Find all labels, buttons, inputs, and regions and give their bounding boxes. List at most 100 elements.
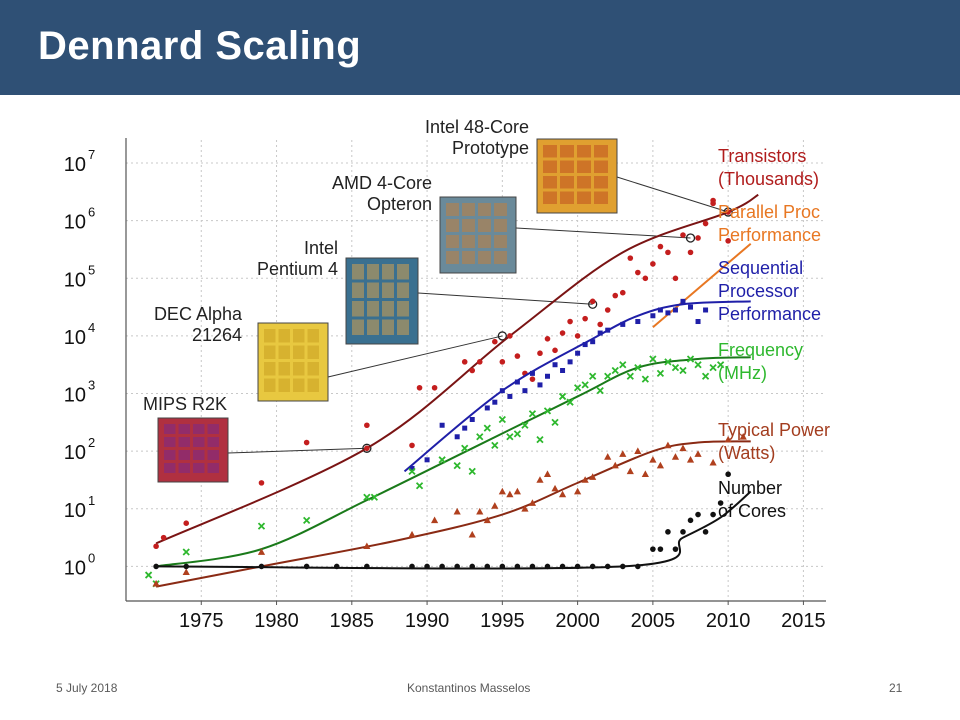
data-point — [649, 456, 657, 463]
x-tick-label: 1980 — [254, 610, 299, 632]
data-point — [257, 522, 266, 530]
data-point — [581, 381, 589, 389]
x-tick-label: 1975 — [179, 610, 224, 632]
data-point — [695, 235, 701, 241]
y-tick-label: 10 — [64, 269, 86, 291]
chip-block — [278, 345, 290, 359]
data-point — [656, 369, 665, 378]
series-label: Processor — [718, 281, 799, 301]
data-point — [634, 363, 642, 372]
chip-block — [367, 264, 379, 280]
data-point — [567, 359, 573, 365]
data-point — [544, 563, 551, 570]
chip-block — [207, 424, 219, 434]
data-point — [160, 534, 167, 541]
data-point — [469, 416, 475, 422]
data-point — [462, 425, 468, 431]
chip-block — [178, 463, 190, 473]
callout-marker — [362, 443, 372, 453]
chip-block — [560, 160, 574, 173]
data-point — [686, 456, 695, 463]
chip-block — [446, 235, 459, 248]
chip-block — [446, 251, 459, 264]
data-point — [364, 445, 370, 452]
y-tick-label: 10 — [64, 500, 86, 522]
data-point — [575, 350, 581, 356]
data-point — [303, 563, 310, 570]
series-4: Typical Power (Watts) — [152, 420, 830, 588]
series-label: Sequential — [718, 258, 803, 278]
chip-block — [494, 219, 507, 232]
data-point — [522, 388, 528, 394]
data-point — [680, 529, 686, 535]
chip-block — [462, 251, 475, 264]
data-point — [438, 456, 446, 464]
chip-block — [193, 463, 205, 473]
chip-block — [164, 424, 176, 434]
data-point — [153, 563, 159, 570]
chip-block — [264, 362, 276, 376]
chip-block — [278, 378, 290, 392]
chip-block — [207, 450, 219, 460]
y-tick-label: 10 — [64, 212, 86, 234]
data-point — [491, 502, 499, 509]
data-point — [416, 384, 423, 391]
data-point — [333, 563, 340, 570]
data-point — [664, 441, 672, 449]
data-point — [544, 336, 551, 342]
data-point — [589, 473, 597, 480]
data-point — [725, 209, 731, 215]
data-point — [415, 482, 424, 490]
chip-block — [178, 424, 190, 434]
chip-label: DEC Alpha — [154, 304, 243, 324]
data-point — [665, 529, 671, 535]
data-point — [612, 292, 619, 299]
data-point — [476, 359, 483, 365]
data-point — [303, 439, 310, 446]
chip-block — [478, 251, 491, 264]
data-point — [604, 453, 612, 460]
data-point — [597, 330, 603, 336]
data-point — [559, 563, 566, 570]
data-point — [573, 384, 582, 392]
series-label: Performance — [718, 225, 821, 245]
data-point — [545, 373, 551, 379]
data-point — [635, 319, 641, 325]
data-point — [521, 505, 529, 512]
data-point — [453, 461, 461, 470]
data-point — [153, 543, 159, 550]
data-point — [454, 563, 460, 570]
data-point — [739, 432, 747, 440]
data-point — [409, 465, 415, 471]
data-point — [558, 392, 567, 401]
chip-block — [397, 319, 409, 335]
data-point — [529, 376, 536, 382]
series-label: Number — [718, 478, 782, 498]
data-point — [537, 350, 543, 357]
data-point — [257, 548, 266, 555]
callout-marker — [685, 233, 696, 243]
chip-block — [543, 191, 557, 204]
data-point — [694, 361, 702, 369]
data-point — [709, 458, 717, 466]
series-3: Frequency (MHz) — [144, 340, 803, 588]
series-2: Sequential Processor Performance — [403, 258, 821, 473]
trend-line — [156, 490, 752, 570]
data-point — [680, 298, 686, 304]
chip-block — [543, 160, 557, 173]
chart-container: 1975 1980 1985 1990 1995 2000 2005 2010 2015 10 0 1… — [0, 95, 960, 675]
chip-block — [594, 160, 608, 173]
series-label: Performance — [718, 304, 821, 324]
x-tick-label: 2005 — [631, 610, 676, 632]
data-point — [581, 476, 589, 483]
data-point — [483, 424, 491, 432]
data-point — [453, 507, 461, 515]
data-point — [716, 361, 725, 369]
data-point — [409, 563, 415, 570]
chip-label: Intel — [304, 238, 338, 258]
data-point — [649, 355, 657, 363]
chip-block — [293, 378, 305, 392]
chip-block — [494, 235, 507, 248]
